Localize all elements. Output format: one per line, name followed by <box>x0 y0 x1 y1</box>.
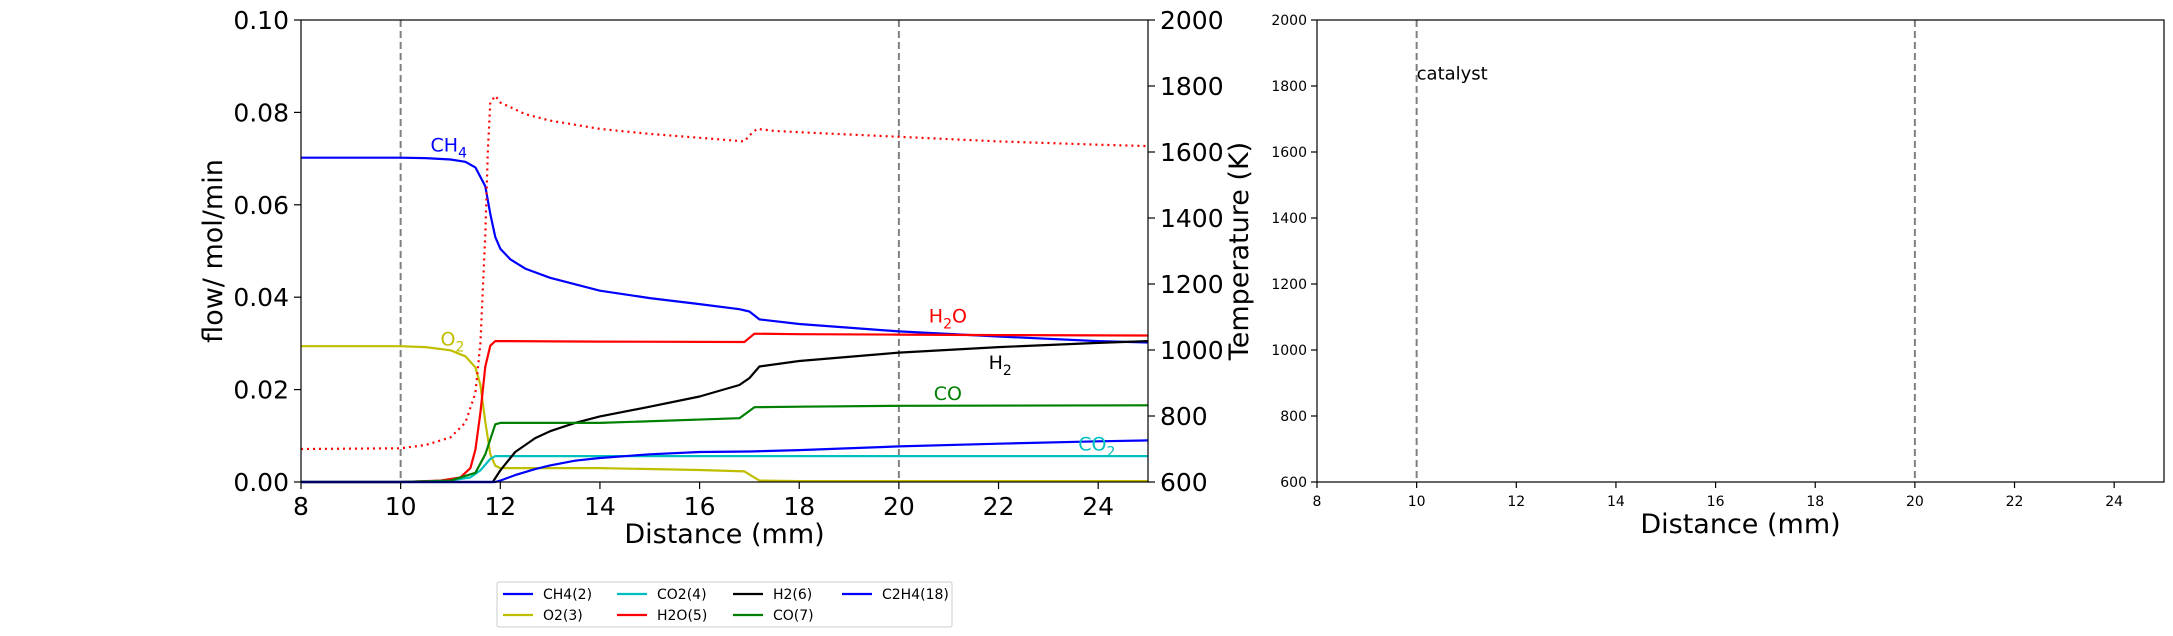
x-tick-label: 14 <box>1607 494 1625 510</box>
series-line-ch42 <box>301 156 1149 344</box>
x-tick-label: 8 <box>293 492 309 521</box>
x-tick-label: 22 <box>983 492 1015 521</box>
species-annotations: CH4 O2 H2O H2 CO CO2 <box>431 135 1116 461</box>
y-tick-label: 1000 <box>1271 343 1307 359</box>
legend-label: CH4(2) <box>543 587 592 603</box>
y2-tick-label: 1000 <box>1160 336 1224 365</box>
species-label: H2O <box>929 306 967 333</box>
y-tick-label: 0.00 <box>233 468 289 497</box>
y-axis-ticks: 0.00 0.02 0.04 0.06 0.08 0.10 <box>233 6 301 497</box>
y2-tick-label: 1600 <box>1160 138 1224 167</box>
x-tick-label: 12 <box>1507 494 1525 510</box>
x-tick-label: 14 <box>584 492 616 521</box>
x-tick-label: 10 <box>385 492 417 521</box>
y2-tick-label: 1800 <box>1160 72 1224 101</box>
x-axis-ticks: 8 10 12 14 16 18 20 22 24 <box>293 482 1114 521</box>
series-line-co7 <box>301 404 1149 484</box>
x-tick-label: 16 <box>1707 494 1725 510</box>
species-label: CO2 <box>1078 434 1115 461</box>
species-label: H2 <box>989 352 1012 379</box>
legend-label: CO(7) <box>773 608 814 624</box>
legend-label: O2(3) <box>543 608 583 624</box>
plot-frame <box>300 19 1149 483</box>
reactor-flow-chart: 8 10 12 14 16 18 20 22 24 0.000.020.040.060.080.… <box>198 6 1255 628</box>
legend-label: C2H4(18) <box>882 587 949 603</box>
x-axis-label: Distance (mm) <box>624 519 824 550</box>
y-tick-label: 800 <box>1280 409 1307 425</box>
legend-label: CO2(4) <box>657 587 707 603</box>
series-line-co24 <box>301 455 1148 484</box>
y-tick-label: 1200 <box>1271 277 1307 293</box>
y-tick-label: 0.04 <box>233 283 289 312</box>
x-axis-ticks: 8 10 12 14 16 18 20 22 24 <box>1313 482 2123 510</box>
y2-tick-label: 1200 <box>1160 270 1224 299</box>
y2-tick-label: 2000 <box>1160 6 1224 35</box>
legend-label: H2O(5) <box>657 608 707 624</box>
legend-label: H2(6) <box>773 587 812 603</box>
y-tick-label: 1400 <box>1271 211 1307 227</box>
x-tick-label: 8 <box>1313 494 1322 510</box>
x-tick-label: 24 <box>2105 494 2123 510</box>
x-tick-label: 22 <box>2006 494 2024 510</box>
legend: CH4(2) O2(3) CO2(4) H2O(5) H2(6) CO(7) C2H4(18… <box>496 581 953 628</box>
y2-tick-label: 800 <box>1160 402 1208 431</box>
species-label: CH4 <box>431 135 468 162</box>
x-tick-label: 18 <box>1806 494 1824 510</box>
species-flow-series <box>301 156 1149 484</box>
species-label: O2 <box>441 329 465 356</box>
catalyst-boundary-lines <box>399 20 900 482</box>
y-tick-label: 2000 <box>1271 13 1307 29</box>
y2-tick-label: 1400 <box>1160 204 1224 233</box>
y-tick-label: 0.06 <box>233 191 289 220</box>
x-tick-label: 24 <box>1082 492 1114 521</box>
temperature-chart: 8 10 12 14 16 18 20 22 24 600 800 1000 1200 1400 1600… <box>1271 13 2165 540</box>
catalyst-annotation: catalyst <box>1417 63 1488 84</box>
x-tick-label: 18 <box>783 492 815 521</box>
catalyst-boundary-lines <box>1415 20 1916 482</box>
x-tick-label: 16 <box>684 492 716 521</box>
series-line-h26 <box>301 340 1149 484</box>
temperature-line <box>300 94 1149 451</box>
y-tick-label: 0.08 <box>233 98 289 127</box>
legend-box <box>496 581 953 628</box>
y-tick-label: 1600 <box>1271 145 1307 161</box>
temperature-series <box>300 94 1149 451</box>
x-tick-label: 12 <box>484 492 516 521</box>
series-line-o23 <box>301 345 1148 483</box>
y2-tick-label: 600 <box>1160 468 1208 497</box>
plot-frame <box>1316 19 2165 483</box>
y2-axis-label: Temperature (K) <box>1224 142 1255 361</box>
y2-axis-ticks: 600 800 1000 1200 1400 1600 1800 2000 <box>1148 6 1224 497</box>
x-tick-label: 20 <box>1906 494 1924 510</box>
y-tick-label: 0.02 <box>233 376 289 405</box>
x-tick-label: 10 <box>1408 494 1426 510</box>
y-tick-label: 1800 <box>1271 79 1307 95</box>
series-line-h2o5 <box>301 332 1149 484</box>
x-tick-label: 20 <box>883 492 915 521</box>
y-axis-ticks: 600 800 1000 1200 1400 1600 1800 2000 <box>1271 13 1317 491</box>
species-label: CO <box>934 383 962 405</box>
y-tick-label: 0.10 <box>233 6 289 35</box>
x-axis-label: Distance (mm) <box>1640 509 1840 540</box>
y-tick-label: 600 <box>1280 475 1307 491</box>
y-axis-label: flow/ mol/min <box>198 159 229 343</box>
series-line-c2h418 <box>301 439 1149 484</box>
